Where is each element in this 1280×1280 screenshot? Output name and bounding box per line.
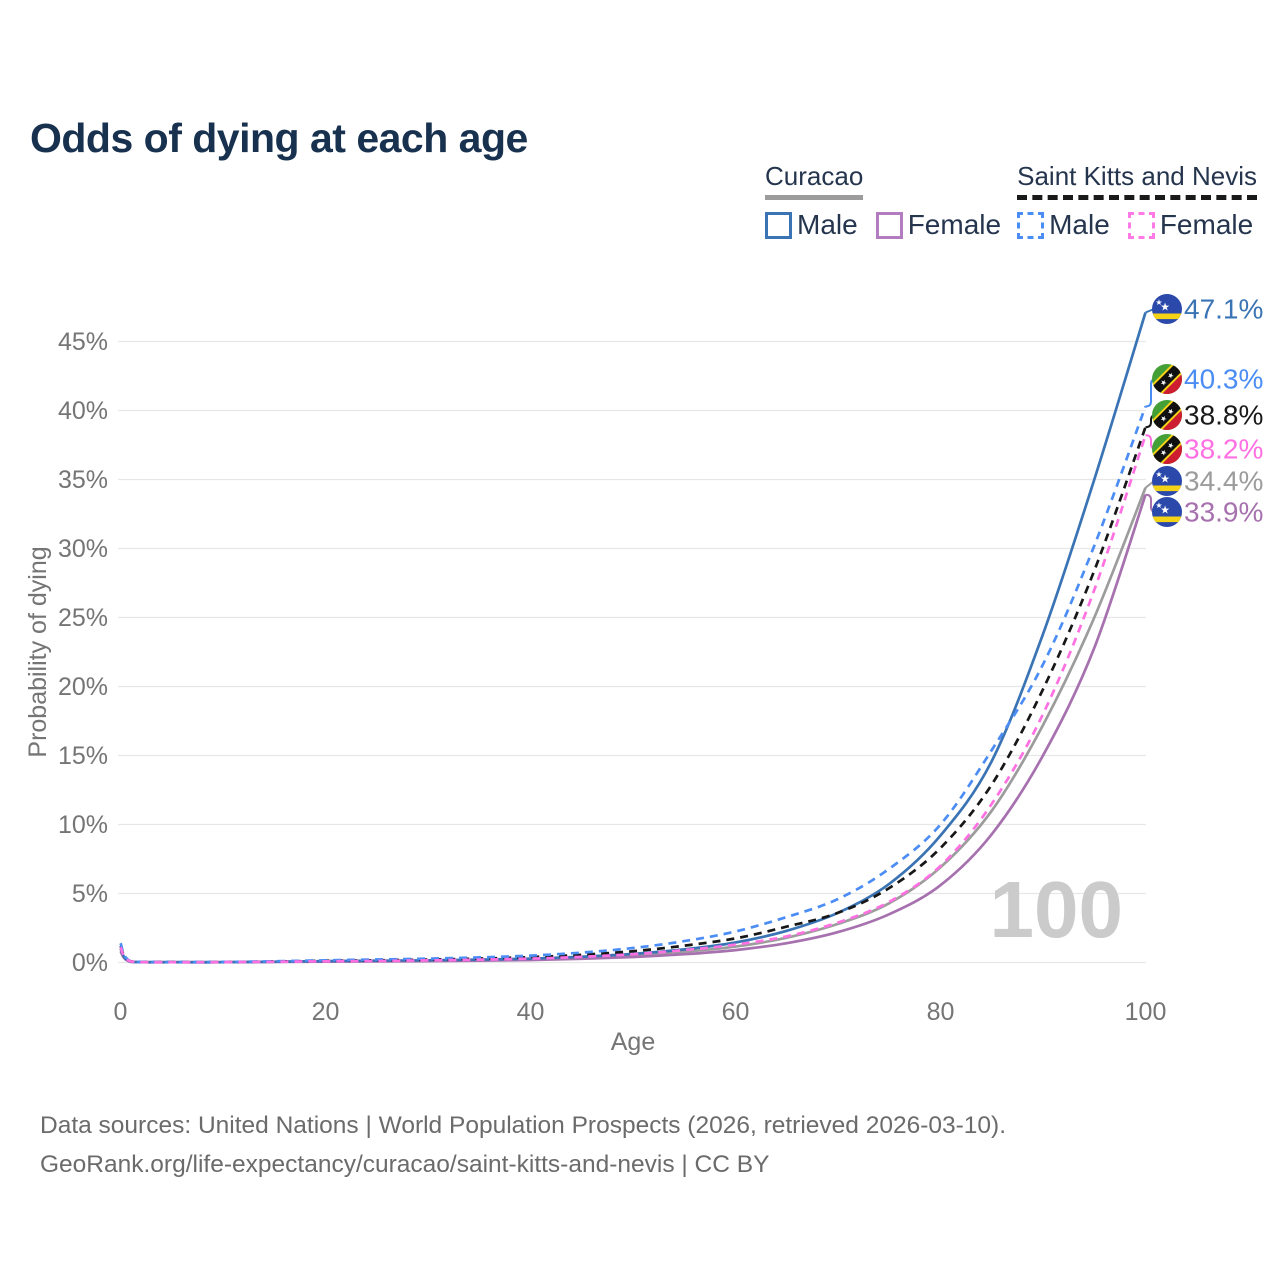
legend-item-label: Male bbox=[797, 209, 858, 240]
y-tick-label: 30% bbox=[58, 535, 108, 563]
legend-item-skn-female[interactable]: Female bbox=[1127, 209, 1254, 241]
legend-item-curacao-male[interactable]: Male bbox=[765, 209, 858, 241]
y-tick-label: 40% bbox=[58, 397, 108, 425]
x-axis-title: Age bbox=[611, 1028, 655, 1056]
legend: Curacao Male Female Saint Kitts and Nevi… bbox=[765, 161, 1257, 241]
legend-item-curacao-female[interactable]: Female bbox=[875, 209, 1002, 241]
legend-row-saint-kitts-and-nevis: Male Female bbox=[1017, 209, 1257, 241]
series-line-skn-total[interactable] bbox=[119, 426, 1147, 964]
watermark-age-100: 100 bbox=[990, 865, 1123, 954]
end-value-label-curacao-female: 33.9% bbox=[1184, 497, 1263, 528]
svg-text:★: ★ bbox=[1165, 370, 1176, 381]
svg-text:★: ★ bbox=[1165, 406, 1176, 417]
legend-group-saint-kitts-and-nevis: Saint Kitts and Nevis Male Female bbox=[1017, 161, 1257, 241]
svg-text:★: ★ bbox=[1155, 501, 1162, 510]
legend-group-curacao: Curacao Male Female bbox=[765, 161, 1001, 241]
legend-title-saint-kitts-and-nevis: Saint Kitts and Nevis bbox=[1017, 161, 1257, 200]
svg-text:★: ★ bbox=[1158, 413, 1169, 424]
legend-item-label: Female bbox=[907, 209, 1002, 240]
series-line-skn-male[interactable] bbox=[119, 405, 1147, 964]
end-value-label-skn-male: 40.3% bbox=[1184, 364, 1263, 395]
y-tick-label: 0% bbox=[72, 949, 108, 977]
curacao-flag-icon: ★★ bbox=[1152, 466, 1182, 496]
curacao-female-swatch-icon bbox=[875, 211, 903, 239]
legend-item-label: Female bbox=[1159, 209, 1254, 240]
svg-text:★: ★ bbox=[1160, 473, 1170, 486]
end-value-label-skn-total: 38.8% bbox=[1184, 400, 1263, 431]
end-value-label-skn-female: 38.2% bbox=[1184, 434, 1263, 465]
legend-item-label: Male bbox=[1049, 209, 1110, 240]
page-title: Odds of dying at each age bbox=[30, 115, 528, 162]
legend-title-curacao: Curacao bbox=[765, 161, 864, 200]
y-tick-label: 20% bbox=[58, 673, 108, 701]
legend-row-curacao: Male Female bbox=[765, 209, 1001, 241]
skn-female-swatch-icon bbox=[1127, 211, 1155, 239]
x-tick-label: 40 bbox=[517, 998, 545, 1026]
y-tick-label: 25% bbox=[58, 604, 108, 632]
end-value-label-curacao-total: 34.4% bbox=[1184, 466, 1263, 497]
end-value-label-curacao-male: 47.1% bbox=[1184, 294, 1263, 325]
y-tick-label: 45% bbox=[58, 328, 108, 356]
footer-attribution-line: GeoRank.org/life-expectancy/curacao/sain… bbox=[40, 1151, 770, 1178]
x-tick-label: 80 bbox=[927, 998, 955, 1026]
saint-kitts-and-nevis-flag-icon: ★★ bbox=[1152, 434, 1182, 464]
series-line-skn-female[interactable] bbox=[119, 434, 1147, 964]
svg-text:★: ★ bbox=[1165, 440, 1176, 451]
y-tick-label: 15% bbox=[58, 742, 108, 770]
y-tick-label: 35% bbox=[58, 466, 108, 494]
y-axis-title: Probability of dying bbox=[24, 546, 52, 757]
svg-text:★: ★ bbox=[1158, 377, 1169, 388]
curacao-flag-icon: ★★ bbox=[1152, 294, 1182, 324]
svg-text:★: ★ bbox=[1160, 301, 1170, 314]
footer-sources-line: Data sources: United Nations | World Pop… bbox=[40, 1112, 1007, 1139]
y-tick-label: 10% bbox=[58, 811, 108, 839]
svg-text:★: ★ bbox=[1158, 447, 1169, 458]
svg-text:★: ★ bbox=[1155, 470, 1162, 479]
legend-item-skn-male[interactable]: Male bbox=[1017, 209, 1110, 241]
x-tick-label: 20 bbox=[312, 998, 340, 1026]
x-tick-label: 0 bbox=[114, 998, 128, 1026]
svg-text:★: ★ bbox=[1160, 504, 1170, 517]
curacao-male-swatch-icon bbox=[765, 211, 792, 239]
x-tick-label: 60 bbox=[722, 998, 750, 1026]
y-tick-label: 5% bbox=[72, 880, 108, 908]
svg-text:★: ★ bbox=[1155, 298, 1162, 307]
curacao-flag-icon: ★★ bbox=[1152, 497, 1182, 527]
x-tick-label: 100 bbox=[1125, 998, 1167, 1026]
data-source-footer: Data sources: United Nations | World Pop… bbox=[40, 1106, 1006, 1184]
skn-male-swatch-icon bbox=[1017, 211, 1045, 239]
